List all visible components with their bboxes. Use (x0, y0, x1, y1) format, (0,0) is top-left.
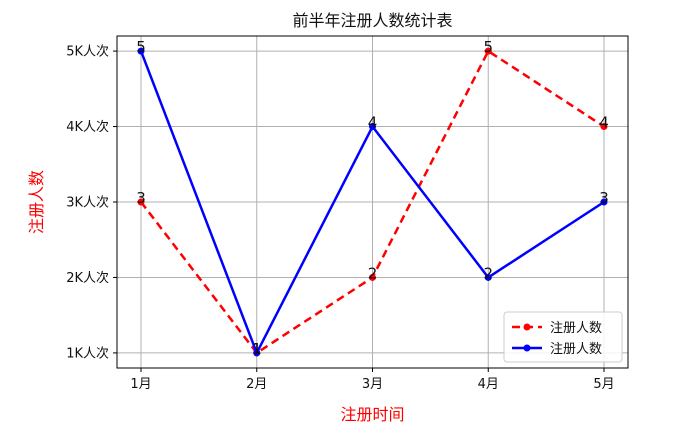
data-label: 1 (252, 340, 262, 358)
y-axis-label: 注册人数 (27, 170, 46, 234)
legend-label: 注册人数 (550, 321, 602, 336)
data-label: 3 (136, 189, 146, 207)
x-tick-label: 3月 (362, 377, 383, 392)
data-label: 5 (483, 38, 493, 56)
data-label: 2 (368, 264, 378, 282)
y-tick-label: 1K人次 (66, 345, 109, 361)
data-point (137, 47, 145, 55)
data-point (484, 273, 492, 281)
y-axis-ticks: 1K人次 2K人次 3K人次 4K人次 5K人次 (66, 44, 117, 361)
x-tick-label: 4月 (478, 377, 499, 392)
data-label: 4 (599, 114, 609, 132)
data-point (137, 198, 145, 206)
chart-title: 前半年注册人数统计表 (292, 11, 452, 30)
legend-box (503, 311, 623, 363)
y-tick-label: 4K人次 (66, 119, 109, 135)
y-tick-label: 5K人次 (66, 44, 109, 60)
y-tick-label: 2K人次 (66, 270, 109, 286)
legend-label: 注册人数 (550, 342, 602, 357)
series-2 (137, 47, 608, 357)
x-tick-label: 5月 (593, 377, 614, 392)
x-tick-label: 2月 (246, 377, 267, 392)
x-tick-label: 1月 (130, 377, 151, 392)
data-point (369, 273, 376, 281)
series-group (137, 47, 608, 357)
data-label: 3 (599, 189, 609, 207)
data-label: 5 (136, 38, 146, 56)
legend-marker (523, 323, 531, 331)
x-axis-ticks: 1月 2月 3月 4月 5月 (130, 368, 615, 392)
x-axis-label: 注册时间 (340, 405, 404, 424)
data-label: 2 (483, 264, 493, 282)
legend-marker (523, 344, 531, 352)
data-label: 4 (368, 114, 378, 132)
data-point (600, 198, 608, 206)
data-point (253, 349, 261, 357)
data-point (484, 47, 492, 55)
y-tick-label: 3K人次 (66, 195, 109, 211)
data-point (369, 123, 376, 131)
data-point (600, 123, 608, 131)
data-label: 1 (252, 340, 262, 358)
